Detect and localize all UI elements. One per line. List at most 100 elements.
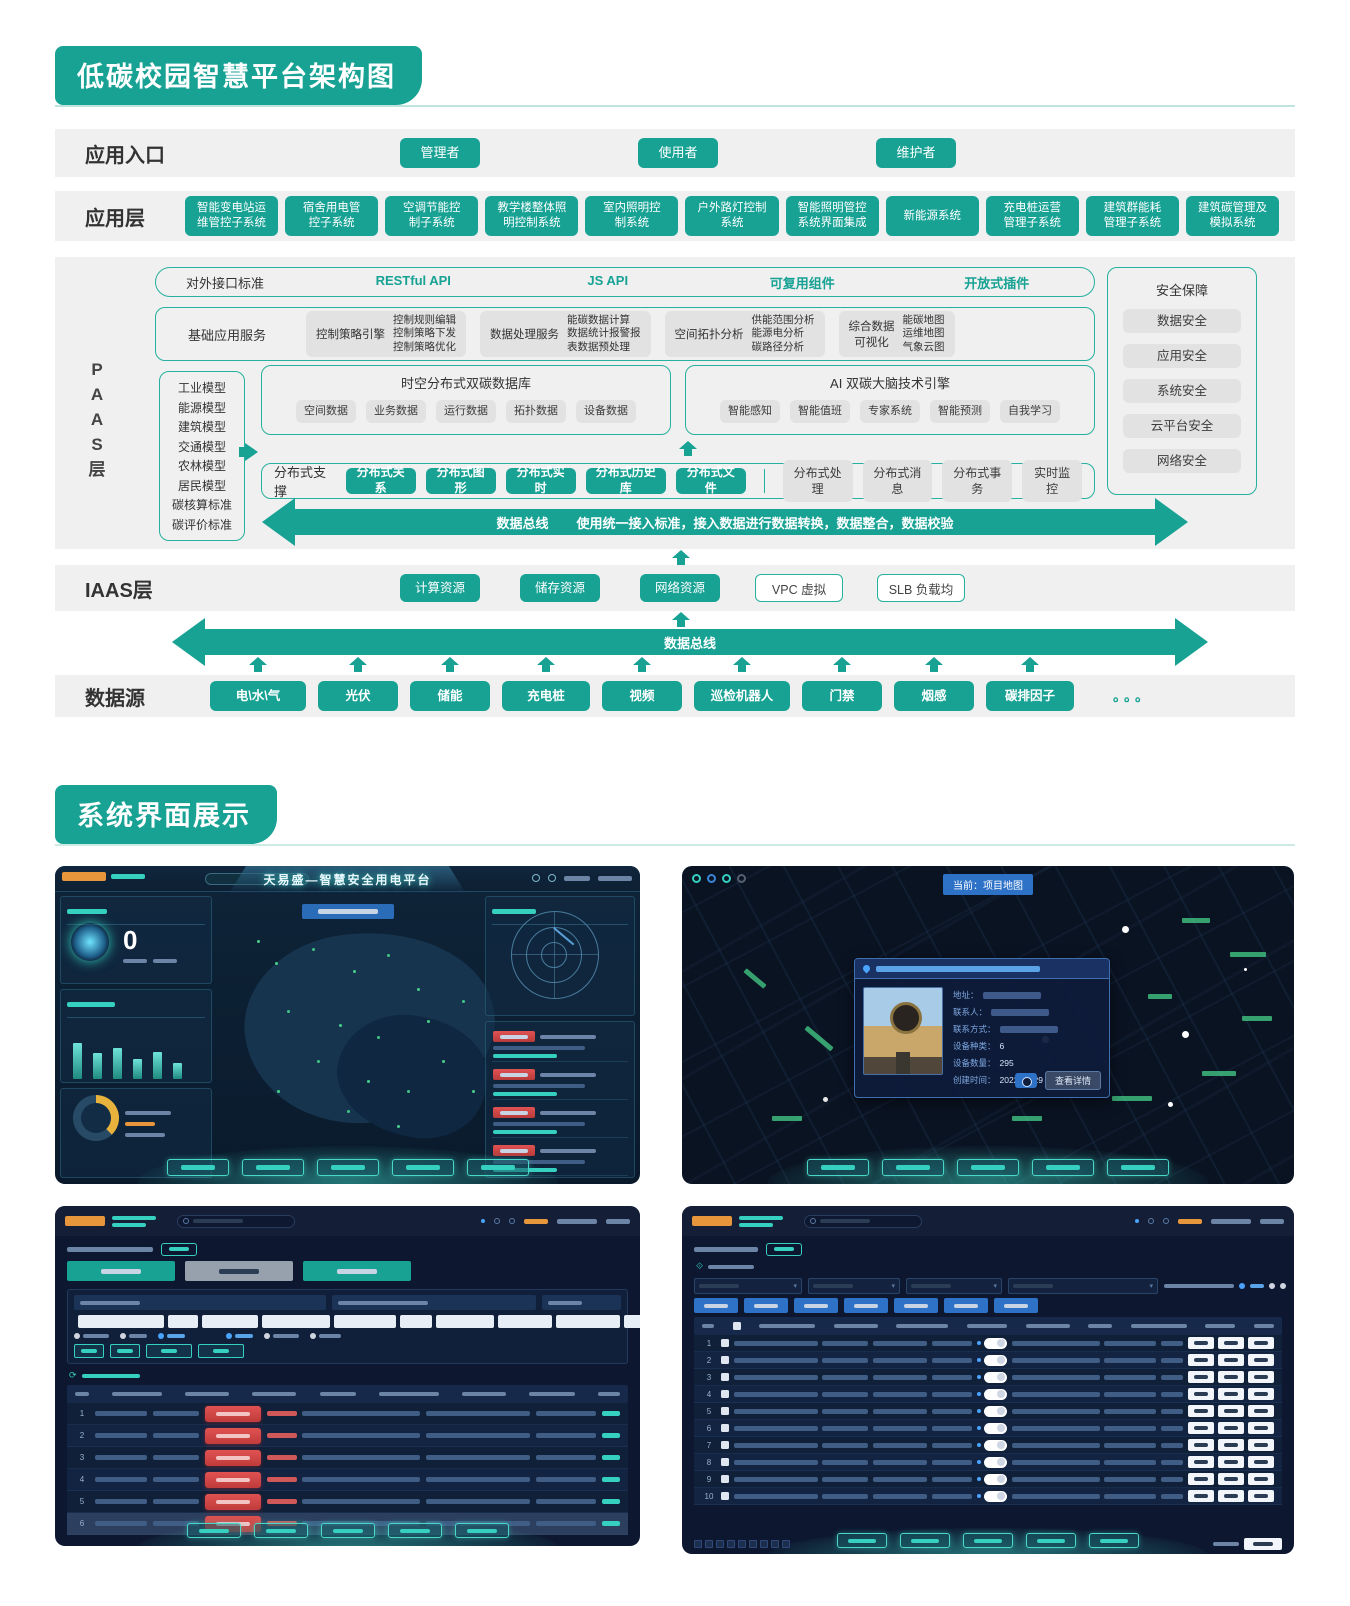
bell-icon[interactable] [548, 874, 556, 882]
map-mode-badge[interactable] [301, 904, 394, 919]
table-row[interactable]: 5 [694, 1403, 1282, 1420]
dock-button[interactable] [316, 1159, 379, 1176]
filter-select[interactable]: ▾ [1008, 1278, 1158, 1294]
row-action-button[interactable] [1247, 1371, 1274, 1383]
search-input[interactable] [804, 1214, 922, 1228]
province-map[interactable] [217, 896, 508, 1184]
tab-control-records[interactable] [67, 1261, 175, 1281]
dock-button[interactable] [1032, 1159, 1094, 1176]
row-action-button[interactable] [1247, 1473, 1274, 1485]
table-action-button[interactable] [944, 1298, 988, 1313]
table-row[interactable]: 3 [67, 1447, 628, 1469]
dock-button[interactable] [166, 1159, 229, 1176]
row-action-button[interactable] [1187, 1337, 1214, 1349]
row-action-button[interactable] [1247, 1388, 1274, 1400]
dock-button[interactable] [320, 1523, 375, 1538]
table-row[interactable]: 4 [67, 1469, 628, 1491]
dock-button[interactable] [1026, 1533, 1076, 1548]
row-action-button[interactable] [1187, 1490, 1214, 1502]
row-action-button[interactable] [1217, 1405, 1244, 1417]
dock-button[interactable] [882, 1159, 944, 1176]
table-row[interactable]: 1 [67, 1403, 628, 1425]
row-action-button[interactable] [1247, 1405, 1274, 1417]
row-action-button[interactable] [1247, 1490, 1274, 1502]
dock-button[interactable] [241, 1159, 304, 1176]
dock-button[interactable] [466, 1159, 529, 1176]
row-action-button[interactable] [1187, 1354, 1214, 1366]
filter-action-button[interactable] [74, 1344, 104, 1358]
status-toggle[interactable] [976, 1490, 1007, 1502]
dock-button[interactable] [900, 1533, 950, 1548]
table-action-button[interactable] [694, 1298, 738, 1313]
dock-button[interactable] [957, 1159, 1019, 1176]
filter-chip[interactable] [498, 1315, 552, 1328]
row-action-button[interactable] [1217, 1337, 1244, 1349]
pagination-page-button[interactable] [716, 1540, 724, 1548]
table-row[interactable]: 8 [694, 1454, 1282, 1471]
filter-chip[interactable] [624, 1315, 640, 1328]
table-row[interactable]: 6 [694, 1420, 1282, 1437]
status-toggle[interactable] [976, 1371, 1007, 1383]
row-action-button[interactable] [1187, 1473, 1214, 1485]
user-menu-placeholder[interactable] [1211, 1218, 1251, 1224]
row-action-button[interactable] [1247, 1354, 1274, 1366]
row-action-button[interactable] [1187, 1405, 1214, 1417]
row-action-button[interactable] [1187, 1422, 1214, 1434]
dock-button[interactable] [391, 1159, 454, 1176]
filter-action-button[interactable] [198, 1344, 244, 1358]
filter-chip[interactable] [436, 1315, 494, 1328]
row-action-button[interactable] [1217, 1388, 1244, 1400]
dock-button[interactable] [186, 1523, 241, 1538]
status-toggle[interactable] [976, 1405, 1007, 1417]
filter-select[interactable]: ▾ [906, 1278, 1002, 1294]
row-checkbox[interactable] [720, 1339, 729, 1347]
table-action-button[interactable] [844, 1298, 888, 1313]
row-checkbox[interactable] [720, 1441, 729, 1449]
row-checkbox[interactable] [720, 1424, 729, 1432]
filter-chip[interactable] [400, 1315, 432, 1328]
status-toggle[interactable] [976, 1354, 1007, 1366]
alarm-list-item[interactable] [492, 1104, 628, 1138]
filter-chip[interactable] [556, 1315, 620, 1328]
pagination-page-button[interactable] [727, 1540, 735, 1548]
alarm-list-item[interactable] [492, 1066, 628, 1100]
row-checkbox[interactable] [720, 1356, 729, 1364]
row-checkbox[interactable] [720, 1458, 729, 1466]
filter-chip[interactable] [262, 1315, 330, 1328]
table-row[interactable]: 9 [694, 1471, 1282, 1488]
row-action-button[interactable] [1217, 1354, 1244, 1366]
pagination-page-button[interactable] [771, 1540, 779, 1548]
select-all-checkbox[interactable] [732, 1322, 741, 1330]
breadcrumb-chip[interactable] [766, 1242, 802, 1256]
fullscreen-icon[interactable] [532, 874, 540, 882]
table-action-button[interactable] [744, 1298, 788, 1313]
page-size-select[interactable] [1244, 1538, 1282, 1550]
filter-action-button[interactable] [110, 1344, 140, 1358]
row-action-button[interactable] [1247, 1456, 1274, 1468]
table-row[interactable]: 3 [694, 1369, 1282, 1386]
filter-select[interactable]: ▾ [808, 1278, 900, 1294]
status-toggle[interactable] [976, 1422, 1007, 1434]
table-row[interactable]: 5 [67, 1491, 628, 1513]
row-action-button[interactable] [1187, 1439, 1214, 1451]
layer-dot-icon[interactable] [737, 874, 746, 883]
layer-dot-icon[interactable] [707, 874, 716, 883]
table-row[interactable]: 10 [694, 1488, 1282, 1505]
dock-button[interactable] [963, 1533, 1013, 1548]
row-checkbox[interactable] [720, 1407, 729, 1415]
view-details-button[interactable]: 查看详情 [1044, 1071, 1101, 1090]
filter-chip[interactable] [168, 1315, 198, 1328]
filter-chip[interactable] [334, 1315, 396, 1328]
speaker-icon[interactable] [494, 1218, 500, 1224]
row-action-button[interactable] [1247, 1337, 1274, 1349]
status-toggle[interactable] [976, 1337, 1007, 1349]
table-action-button[interactable] [994, 1298, 1038, 1313]
bell-icon[interactable] [1163, 1218, 1169, 1224]
table-row[interactable]: 1 [694, 1335, 1282, 1352]
bell-icon[interactable] [509, 1218, 515, 1224]
search-input[interactable] [177, 1214, 295, 1228]
alarm-list-item[interactable] [492, 1028, 628, 1062]
dock-button[interactable] [807, 1159, 869, 1176]
pagination-page-button[interactable] [694, 1540, 702, 1548]
dock-button[interactable] [253, 1523, 308, 1538]
